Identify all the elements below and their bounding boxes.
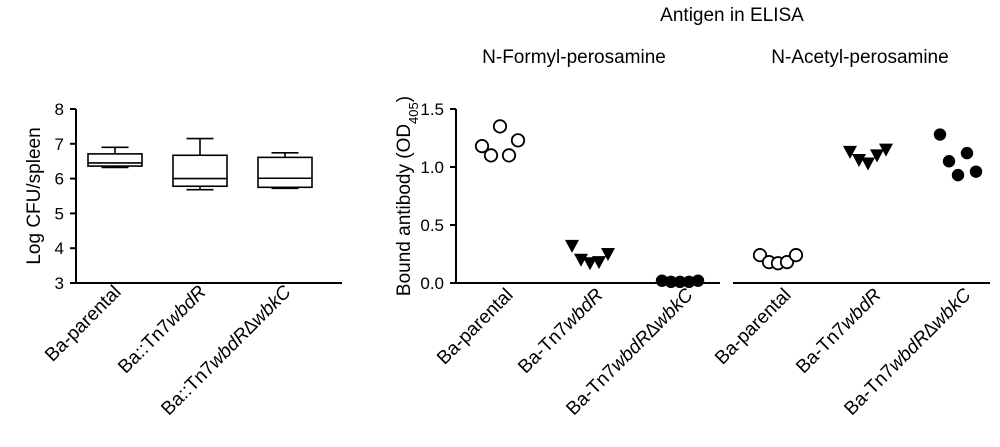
data-point-triangle <box>565 239 579 253</box>
data-point-open-circle <box>788 248 804 263</box>
data-point-filled-circle <box>942 155 956 168</box>
left-y-tick-label: 8 <box>55 100 64 119</box>
data-point-filled-circle <box>682 275 696 289</box>
right-y-tick-label: 1.0 <box>420 158 444 177</box>
x-category-label: Ba-Tn7wbdR <box>514 284 607 377</box>
data-point-open-circle <box>492 119 508 134</box>
left-y-tick-label: 6 <box>55 170 64 189</box>
x-category-label: Ba-parental <box>433 285 517 369</box>
data-point-triangle <box>601 248 615 261</box>
data-point-triangle <box>852 154 866 168</box>
left-y-tick-label: 4 <box>55 239 64 258</box>
x-category-label: Ba-parental <box>41 282 125 366</box>
left-y-tick-label: 3 <box>55 274 64 293</box>
box <box>87 153 143 167</box>
data-point-triangle <box>574 253 588 267</box>
data-point-filled-circle <box>951 168 965 182</box>
data-point-triangle <box>861 157 875 171</box>
x-category-label: Ba::Tn7wbdR <box>114 281 210 377</box>
group-title-n-formyl: N-Formyl-perosamine <box>482 47 666 68</box>
left-y-axis-label: Log CFU/spleen <box>24 127 45 264</box>
data-point-open-circle <box>510 133 526 148</box>
data-point-filled-circle <box>673 275 687 289</box>
data-point-open-circle <box>474 139 490 154</box>
data-point-triangle <box>879 143 893 157</box>
chart-title: Antigen in ELISA <box>660 5 804 26</box>
box <box>172 154 228 188</box>
right-y-tick-label: 1.5 <box>420 100 444 119</box>
data-point-filled-circle <box>969 165 983 178</box>
data-point-open-circle <box>501 148 517 163</box>
data-point-open-circle <box>483 148 499 163</box>
data-point-triangle <box>592 256 606 270</box>
right-y-axis-label: Bound antibody (OD405) <box>394 96 421 296</box>
scatter-panel: Antigen in ELISA N-Formyl-perosamine N-A… <box>394 5 990 420</box>
data-point-filled-circle <box>655 274 669 287</box>
x-category-label: Ba-parental <box>711 285 795 369</box>
group-title-n-acetyl: N-Acetyl-perosamine <box>771 47 948 68</box>
data-point-filled-circle <box>664 275 678 289</box>
x-category-label: Ba-Tn7wbdR <box>792 284 885 377</box>
left-y-tick-label: 5 <box>55 204 64 223</box>
data-point-filled-circle <box>933 128 947 141</box>
box <box>257 156 313 189</box>
right-y-tick-label: 0.5 <box>420 216 444 235</box>
data-point-triangle <box>843 145 857 159</box>
right-y-tick-label: 0.0 <box>420 274 444 293</box>
data-point-filled-circle <box>691 274 705 287</box>
data-point-filled-circle <box>960 146 974 160</box>
data-point-triangle <box>870 149 884 163</box>
box-plot-panel: Log CFU/spleen 3 4 5 6 7 8 Ba-parentalBa::Tn7… <box>24 100 342 420</box>
left-y-tick-label: 7 <box>55 135 64 154</box>
data-point-triangle <box>583 257 597 271</box>
